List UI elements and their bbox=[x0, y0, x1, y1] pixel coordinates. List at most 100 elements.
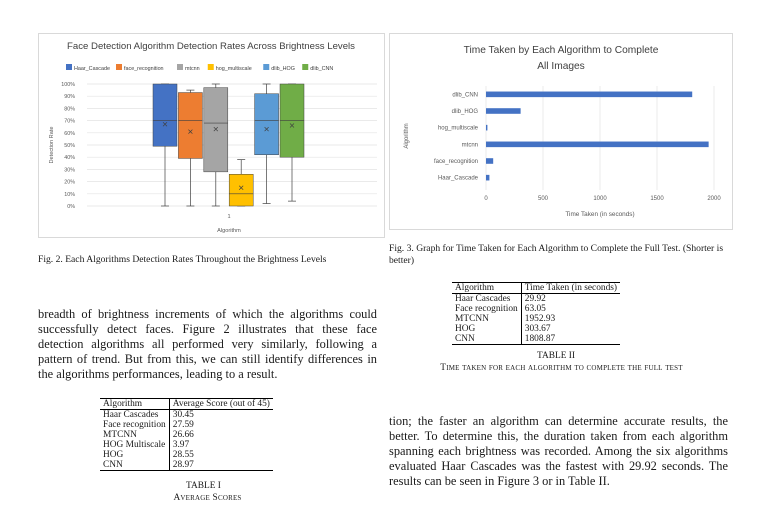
bar-hog_multiscale bbox=[486, 124, 488, 131]
y-tick-label: 10% bbox=[64, 192, 75, 198]
box-Haar_Cascade bbox=[152, 83, 178, 147]
table1-cell-value: 28.55 bbox=[168, 450, 273, 460]
table2-cell-algorithm: MTCNN bbox=[455, 314, 489, 324]
bar-Haar_Cascade bbox=[486, 174, 490, 181]
legend-label: dlib_CNN bbox=[310, 66, 333, 72]
table1-header-algorithm: Algorithm bbox=[103, 399, 143, 409]
table1-cell-algorithm: CNN bbox=[103, 460, 123, 470]
y-tick-label: 100% bbox=[61, 82, 75, 88]
bar-title-line2: All Images bbox=[537, 61, 585, 72]
box-hog_multiscale bbox=[228, 174, 254, 207]
bar-chart-svg: Time Taken by Each Algorithm to Complete… bbox=[404, 45, 721, 218]
y-category-label: dlib_HOG bbox=[452, 109, 479, 115]
table2-header-time: Time Taken (in seconds) bbox=[520, 282, 621, 294]
fig2-caption: Fig. 2. Each Algorithms Detection Rates … bbox=[38, 254, 327, 265]
legend-swatch bbox=[66, 64, 72, 70]
table2-row: Face recognition 63.05 bbox=[452, 304, 621, 314]
mean-marker bbox=[162, 122, 168, 127]
legend-label: mtcnn bbox=[185, 66, 200, 72]
table1-row: Haar Cascades 30.45 bbox=[100, 409, 273, 420]
fig2-chart: Face Detection Algorithm Detection Rates… bbox=[38, 33, 385, 238]
mean-marker bbox=[188, 129, 193, 134]
legend-label: hog_multiscale bbox=[216, 66, 252, 72]
table1-cell-algorithm: MTCNN bbox=[103, 430, 137, 440]
x-tick-label: 1 bbox=[227, 214, 230, 220]
x-tick-label: 1500 bbox=[650, 196, 664, 202]
y-axis-label: Algorithm bbox=[404, 123, 410, 148]
table1-row: Face recognition 27.59 bbox=[100, 420, 273, 430]
y-tick-label: 30% bbox=[64, 167, 75, 173]
table1-row: HOG Multiscale 3.97 bbox=[100, 440, 273, 450]
x-tick-label: 2000 bbox=[707, 196, 721, 202]
legend-swatch bbox=[263, 64, 270, 70]
table2-row: CNN 1808.87 bbox=[452, 334, 621, 345]
table2-cell-algorithm: Face recognition bbox=[455, 304, 518, 314]
mean-marker bbox=[238, 185, 244, 190]
table2-cell-value: 63.05 bbox=[520, 304, 621, 314]
legend-swatch bbox=[207, 64, 214, 70]
fig3-caption: Fig. 3. Graph for Time Taken for Each Al… bbox=[389, 243, 724, 266]
x-tick-label: 500 bbox=[538, 196, 549, 202]
mean-marker bbox=[264, 126, 269, 132]
mean-marker bbox=[213, 126, 219, 132]
y-tick-label: 70% bbox=[64, 119, 75, 125]
y-tick-label: 0% bbox=[67, 204, 75, 210]
bar-dlib_HOG bbox=[486, 108, 521, 114]
table2-cell-value: 29.92 bbox=[520, 293, 621, 304]
table2-label: TABLE II bbox=[537, 351, 576, 361]
table1-cell-value: 28.97 bbox=[168, 460, 273, 471]
boxplot-svg: Face Detection Algorithm Detection Rates… bbox=[49, 41, 377, 234]
y-category-label: mtcnn bbox=[462, 142, 478, 148]
table2-row: HOG 303.67 bbox=[452, 324, 621, 334]
y-axis-label: Detection Rate bbox=[49, 126, 55, 163]
table1-row: CNN 28.97 bbox=[100, 460, 273, 471]
y-category-label: dlib_CNN bbox=[452, 92, 478, 98]
table1-cell-value: 27.59 bbox=[168, 420, 273, 430]
y-tick-label: 40% bbox=[64, 155, 75, 161]
y-tick-label: 60% bbox=[64, 131, 75, 137]
y-tick-label: 20% bbox=[64, 180, 75, 186]
bar-mtcnn bbox=[486, 141, 709, 148]
table2-cell-value: 1952.93 bbox=[520, 314, 621, 324]
table1-row: MTCNN 26.66 bbox=[100, 430, 273, 440]
legend-swatch bbox=[302, 64, 309, 70]
y-category-label: Haar_Cascade bbox=[438, 176, 479, 182]
legend-swatch bbox=[177, 64, 183, 70]
boxplot-title: Face Detection Algorithm Detection Rates… bbox=[67, 41, 355, 52]
table2-cell-value: 303.67 bbox=[520, 324, 621, 334]
x-axis-label: Algorithm bbox=[217, 228, 241, 234]
fig3-chart: Time Taken by Each Algorithm to Complete… bbox=[389, 33, 733, 230]
x-tick-label: 0 bbox=[484, 196, 488, 202]
y-tick-label: 90% bbox=[64, 94, 75, 100]
table1-cell-algorithm: Haar Cascades bbox=[103, 410, 159, 420]
table2-header-algorithm: Algorithm bbox=[455, 283, 495, 293]
y-category-label: face_recognition bbox=[434, 159, 478, 165]
table1-row: HOG 28.55 bbox=[100, 450, 273, 460]
bar-face_recognition bbox=[486, 158, 494, 164]
table1: Algorithm Average Score (out of 45) Haar… bbox=[100, 398, 273, 471]
table2-caption: Time taken for each algorithm to complet… bbox=[440, 363, 683, 373]
y-tick-label: 50% bbox=[64, 143, 75, 149]
table2-cell-algorithm: Haar Cascades bbox=[455, 294, 511, 304]
left-paragraph: breadth of brightness increments of whic… bbox=[38, 307, 377, 381]
x-tick-label: 1000 bbox=[593, 196, 607, 202]
table2: Algorithm Time Taken (in seconds) Haar C… bbox=[452, 282, 621, 345]
table1-cell-value: 3.97 bbox=[168, 440, 273, 450]
table1-cell-value: 26.66 bbox=[168, 430, 273, 440]
table1-caption: Average Scores bbox=[173, 493, 242, 503]
bar-title-line1: Time Taken by Each Algorithm to Complete bbox=[464, 45, 659, 56]
box-face_recognition bbox=[178, 92, 203, 159]
table1-cell-algorithm: Face recognition bbox=[103, 420, 166, 430]
box-dlib_HOG bbox=[254, 93, 279, 156]
mean-marker bbox=[289, 123, 295, 128]
box-mtcnn bbox=[203, 87, 229, 173]
y-category-label: hog_multiscale bbox=[438, 126, 479, 132]
table2-row: MTCNN 1952.93 bbox=[452, 314, 621, 324]
table2-cell-value: 1808.87 bbox=[520, 334, 621, 345]
table1-header-score: Average Score (out of 45) bbox=[168, 398, 273, 410]
table2-row: Haar Cascades 29.92 bbox=[452, 293, 621, 304]
y-tick-label: 80% bbox=[64, 106, 75, 112]
table1-cell-algorithm: HOG Multiscale bbox=[103, 440, 166, 450]
table1-cell-value: 30.45 bbox=[168, 409, 273, 420]
x-axis-label: Time Taken (in seconds) bbox=[565, 211, 634, 218]
